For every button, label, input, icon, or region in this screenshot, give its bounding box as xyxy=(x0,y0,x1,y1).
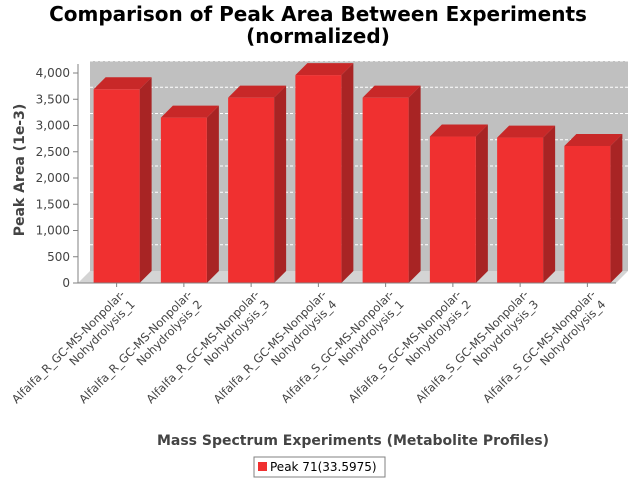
bars xyxy=(93,63,623,284)
chart-title-line-1: Comparison of Peak Area Between Experime… xyxy=(49,2,587,26)
bar-top xyxy=(497,125,556,138)
x-tick-label: Alfalfa_R_GC-MS-Nonpolar-Nohydrolysis_3 xyxy=(143,287,272,416)
plot-back-wall xyxy=(90,61,628,271)
y-axis: 0 500 1,000 1,500 2,000 2,500 3,000 3,500 4,000 xyxy=(36,64,79,290)
bar-top xyxy=(295,63,354,76)
bar-side xyxy=(341,63,354,283)
bar-side xyxy=(139,77,152,284)
bar-side xyxy=(475,124,488,284)
bar-top xyxy=(93,77,152,90)
x-tick-label: Alfalfa_S_GC-MS-Nonpolar-Nohydrolysis_2 xyxy=(346,287,474,415)
bar-face xyxy=(160,117,207,283)
bar-face xyxy=(429,136,476,283)
bar-top xyxy=(564,133,623,146)
bar xyxy=(228,85,287,283)
legend-swatch xyxy=(258,462,267,471)
bar xyxy=(429,124,488,284)
x-axis-title: Mass Spectrum Experiments (Metabolite Pr… xyxy=(157,433,549,449)
bar-top xyxy=(362,85,421,98)
y-tick-label: 4,000 xyxy=(36,66,70,80)
x-tick-label: Alfalfa_S_GC-MS-Nonpolar-Nohydrolysis_4 xyxy=(480,287,608,415)
y-tick-label: 1,000 xyxy=(36,224,70,238)
chart-title: Comparison of Peak Area Between Experime… xyxy=(49,2,587,48)
bar-face xyxy=(564,145,611,283)
bar xyxy=(564,133,623,283)
bar xyxy=(295,63,354,283)
bar xyxy=(497,125,556,283)
y-tick-label: 3,500 xyxy=(36,92,70,106)
y-tick-label: 1,500 xyxy=(36,197,70,211)
x-tick-label: Alfalfa_S_GC-MS-Nonpolar-Nohydrolysis_1 xyxy=(278,287,406,415)
bar xyxy=(93,77,152,284)
y-axis-title: Peak Area (1e-3) xyxy=(12,104,28,237)
chart-title-line-2: (normalized) xyxy=(246,24,390,48)
x-axis: Alfalfa_R_GC-MS-Nonpolar-Nohydrolysis_1A… xyxy=(9,282,616,416)
bar-side xyxy=(206,105,219,283)
bar-face xyxy=(362,97,409,283)
bar-side xyxy=(274,85,287,283)
bar-face xyxy=(497,137,544,283)
y-tick-label: 0 xyxy=(62,276,70,290)
x-tick-label: Alfalfa_R_GC-MS-Nonpolar-Nohydrolysis_2 xyxy=(76,287,205,416)
legend-label: Peak 71(33.5975) xyxy=(270,460,377,474)
bar-top xyxy=(160,105,219,118)
bar-side xyxy=(543,125,556,283)
x-tick-label: Alfalfa_S_GC-MS-Nonpolar-Nohydrolysis_3 xyxy=(413,287,541,415)
y-tick-label: 500 xyxy=(47,250,70,264)
legend-box xyxy=(253,456,386,478)
bar-top xyxy=(228,85,287,98)
bar xyxy=(160,105,219,283)
legend: Peak 71(33.5975) xyxy=(253,456,386,478)
bar-top xyxy=(429,124,488,137)
bar xyxy=(362,85,421,283)
y-tick-label: 3,000 xyxy=(36,119,70,133)
bar-face xyxy=(295,75,342,283)
bar-side xyxy=(408,85,421,283)
x-tick-label-line: Alfalfa_R_GC-MS-Nonpolar- xyxy=(9,287,128,406)
y-tick-label: 2,500 xyxy=(36,145,70,159)
bar-face xyxy=(93,89,140,284)
bar-side xyxy=(610,133,623,283)
y-tick-label: 2,000 xyxy=(36,171,70,185)
bar-face xyxy=(228,97,275,283)
x-tick-label: Alfalfa_R_GC-MS-Nonpolar-Nohydrolysis_4 xyxy=(211,287,340,416)
x-tick-label: Alfalfa_R_GC-MS-Nonpolar-Nohydrolysis_1 xyxy=(9,287,138,416)
